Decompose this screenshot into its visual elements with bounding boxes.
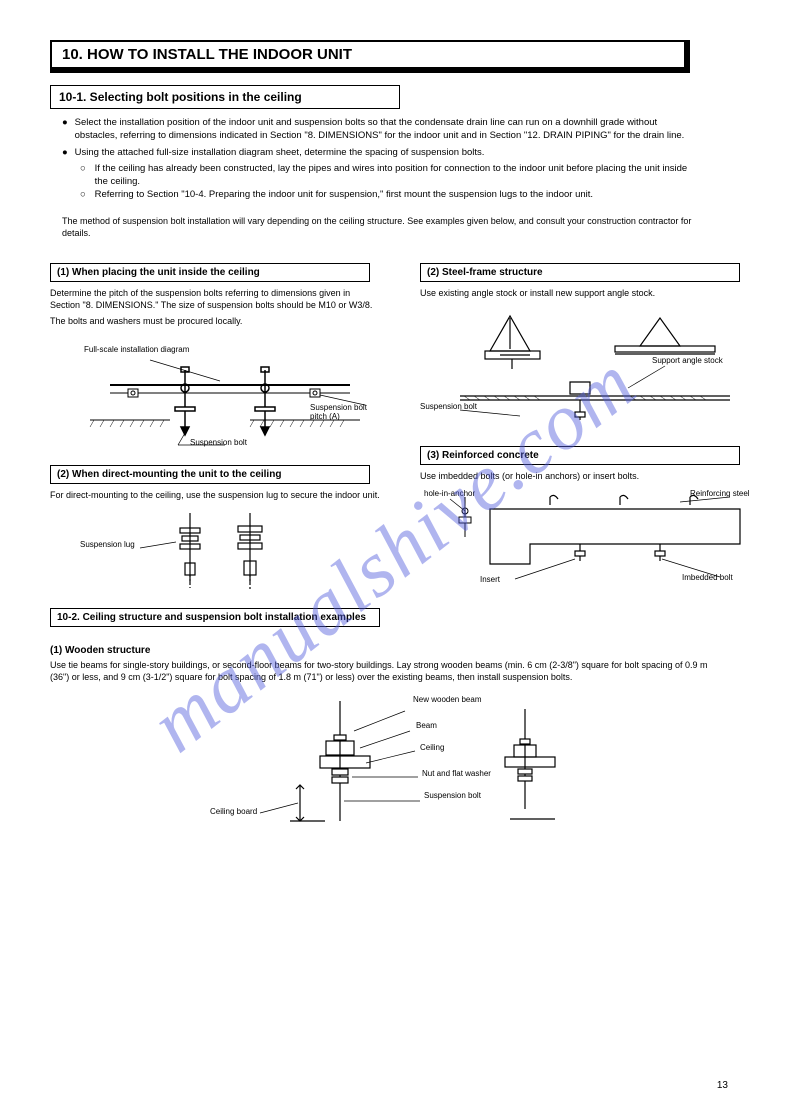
circle-item: ○ Referring to Section "10-4. Preparing … bbox=[80, 189, 738, 202]
b-label-a: New wooden beam bbox=[413, 695, 481, 704]
bottom-para: Use tie beams for single-story buildings… bbox=[50, 660, 710, 683]
left-para-2a: For direct-mounting to the ceiling, use … bbox=[50, 490, 380, 502]
left-box-3: 10-2. Ceiling structure and suspension b… bbox=[50, 608, 380, 627]
fig-svg bbox=[50, 508, 380, 598]
fig2-label-a: Suspension lug bbox=[80, 540, 135, 549]
b-label-e: Ceiling board bbox=[210, 807, 257, 816]
left-para-1a: Determine the pitch of the suspension bo… bbox=[50, 288, 380, 311]
circle-text: If the ceiling has already been construc… bbox=[95, 163, 695, 189]
left-para-1b: The bolts and washers must be procured l… bbox=[50, 316, 380, 328]
r-fig1-label-b: Support angle stock bbox=[652, 356, 723, 365]
bullet-dot-icon: ● bbox=[62, 117, 72, 130]
b-label-c: Ceiling bbox=[420, 743, 444, 752]
bottom-heading: (1) Wooden structure bbox=[50, 645, 738, 656]
right-box-1: (2) Steel-frame structure bbox=[420, 263, 740, 282]
circle-text: Referring to Section "10-4. Preparing th… bbox=[95, 189, 695, 202]
fig-svg bbox=[190, 691, 630, 841]
circle-item: ○ If the ceiling has already been constr… bbox=[80, 163, 738, 189]
b-label-b: Beam bbox=[416, 721, 437, 730]
subsection-heading: 10-1. Selecting bolt positions in the ce… bbox=[50, 85, 400, 109]
bullet-item: ● Using the attached full-size installat… bbox=[62, 147, 738, 160]
figure-wooden-structure: New wooden beam Beam Ceiling Nut and fla… bbox=[190, 691, 630, 841]
fig1-label-a: Full-scale installation diagram bbox=[84, 345, 189, 354]
right-box-2: (3) Reinforced concrete bbox=[420, 446, 740, 465]
r-fig1-label-a: Suspension bolt bbox=[420, 402, 477, 411]
section-title: 10. HOW TO INSTALL THE INDOOR UNIT bbox=[50, 40, 690, 73]
b-label-d: Suspension bolt bbox=[424, 791, 481, 800]
r-fig2-label-c: Insert bbox=[480, 575, 500, 584]
right-para-2: Use imbedded bolts (or hole-in anchors) … bbox=[420, 471, 750, 483]
figure-suspension-template: Full-scale installation diagram Suspensi… bbox=[50, 335, 380, 455]
right-column: (2) Steel-frame structure Use existing a… bbox=[420, 253, 750, 633]
circle-icon: ○ bbox=[80, 163, 92, 176]
figure-suspension-lug: Suspension lug bbox=[50, 508, 380, 598]
note-paragraph: The method of suspension bolt installati… bbox=[62, 216, 702, 239]
bullet-text: Using the attached full-size installatio… bbox=[75, 147, 695, 160]
left-box-2: (2) When direct-mounting the unit to the… bbox=[50, 465, 370, 484]
figure-steel-frame: Suspension bolt Support angle stock bbox=[420, 306, 750, 436]
fig-svg bbox=[420, 306, 750, 436]
r-fig2-label-d: Imbedded bolt bbox=[682, 573, 733, 582]
page-number: 13 bbox=[717, 1080, 728, 1091]
circle-icon: ○ bbox=[80, 189, 92, 202]
fig1-label-b: Suspension bolt pitch (A) bbox=[310, 403, 380, 421]
b-label-f: Nut and flat washer bbox=[422, 769, 491, 778]
right-para-1: Use existing angle stock or install new … bbox=[420, 288, 750, 300]
fig1-label-c: Suspension bolt bbox=[190, 438, 247, 447]
bullet-text: Select the installation position of the … bbox=[75, 117, 695, 143]
bullet-item: ● Select the installation position of th… bbox=[62, 117, 738, 143]
left-column: (1) When placing the unit inside the cei… bbox=[50, 253, 380, 633]
bottom-section: (1) Wooden structure Use tie beams for s… bbox=[50, 645, 738, 841]
r-fig2-label-a: hole-in-anchor bbox=[424, 489, 475, 498]
two-column-layout: (1) When placing the unit inside the cei… bbox=[50, 253, 738, 633]
r-fig2-label-b: Reinforcing steel bbox=[690, 489, 750, 498]
figure-reinforced-concrete: hole-in-anchor Reinforcing steel Insert … bbox=[420, 489, 750, 599]
left-box-1: (1) When placing the unit inside the cei… bbox=[50, 263, 370, 282]
bullet-dot-icon: ● bbox=[62, 147, 72, 160]
fig-svg bbox=[420, 489, 750, 599]
